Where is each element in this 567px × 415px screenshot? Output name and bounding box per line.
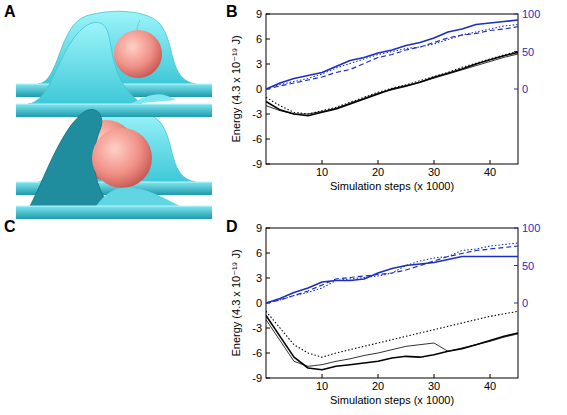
y2-tick bbox=[514, 89, 518, 90]
y2-tick-label: 0 bbox=[522, 83, 528, 95]
y-tick bbox=[266, 278, 270, 279]
plot-frame bbox=[266, 228, 518, 378]
membrane-wrap bbox=[96, 188, 180, 206]
panel-letter: D bbox=[226, 218, 238, 235]
figure: ABCD10203040-9-6-30369050100Simulation s… bbox=[0, 0, 567, 415]
series-line bbox=[266, 320, 518, 367]
x-tick-label: 10 bbox=[316, 166, 328, 178]
y2-tick bbox=[514, 265, 518, 266]
x-tick bbox=[322, 160, 323, 164]
y-tick bbox=[266, 353, 270, 354]
x-tick-label: 30 bbox=[428, 380, 440, 392]
series-line bbox=[266, 246, 518, 303]
series-line bbox=[266, 52, 518, 115]
chart: 10 20 30 40 -9 -6 -3 0 3 6 9 0 50 100 Simulation steps… bbox=[230, 8, 540, 192]
y-tick-label: -6 bbox=[252, 133, 262, 145]
y2-tick-label: 50 bbox=[522, 46, 534, 58]
membrane-slab bbox=[16, 104, 212, 117]
y-tick bbox=[266, 378, 270, 379]
y-tick-label: 3 bbox=[256, 58, 262, 70]
y-tick-label: 0 bbox=[256, 297, 262, 309]
x-tick-label: 20 bbox=[372, 380, 384, 392]
membrane-slab bbox=[16, 206, 212, 219]
y-tick bbox=[266, 228, 270, 229]
series-group bbox=[266, 20, 518, 116]
series-line bbox=[266, 243, 518, 303]
panel-letter: A bbox=[4, 3, 16, 20]
x-tick-label: 20 bbox=[372, 166, 384, 178]
x-axis-title: Simulation steps (x 1000) bbox=[330, 394, 454, 406]
y2-tick-label: 50 bbox=[522, 260, 534, 272]
series-line bbox=[266, 52, 518, 115]
membrane-edge bbox=[16, 206, 212, 207]
y-axis-title: Energy (4.3 x 10⁻¹⁹ J) bbox=[230, 35, 242, 142]
y2-tick bbox=[514, 14, 518, 15]
x-tick bbox=[322, 374, 323, 378]
y-tick-label: 9 bbox=[256, 8, 262, 20]
particle bbox=[114, 30, 162, 78]
y-tick bbox=[266, 253, 270, 254]
membrane-edge bbox=[16, 104, 212, 105]
x-tick bbox=[378, 374, 379, 378]
y-tick-label: -9 bbox=[252, 158, 262, 170]
x-tick-label: 40 bbox=[484, 166, 496, 178]
y2-tick-label: 100 bbox=[522, 222, 540, 234]
y-tick-label: -6 bbox=[252, 347, 262, 359]
x-tick-label: 30 bbox=[428, 166, 440, 178]
y-tick-label: -3 bbox=[252, 108, 262, 120]
particle bbox=[92, 128, 152, 188]
panel-letter: C bbox=[4, 218, 16, 235]
y-tick bbox=[266, 64, 270, 65]
y-tick-label: 3 bbox=[256, 272, 262, 284]
x-tick bbox=[378, 160, 379, 164]
y-tick-label: 6 bbox=[256, 247, 262, 259]
y-tick bbox=[266, 114, 270, 115]
y2-tick-label: 0 bbox=[522, 297, 528, 309]
y-tick-label: -3 bbox=[252, 322, 262, 334]
series-line bbox=[266, 257, 518, 304]
y-tick-label: -9 bbox=[252, 372, 262, 384]
x-tick-label: 10 bbox=[316, 380, 328, 392]
x-axis-title: Simulation steps (x 1000) bbox=[330, 180, 454, 192]
series-group bbox=[266, 243, 518, 370]
series-line bbox=[266, 316, 518, 370]
y-tick bbox=[266, 139, 270, 140]
x-tick-label: 40 bbox=[484, 380, 496, 392]
x-tick bbox=[490, 374, 491, 378]
panel-letter: B bbox=[226, 3, 238, 20]
x-tick bbox=[490, 160, 491, 164]
membrane-ripple bbox=[130, 94, 176, 104]
y-tick-label: 9 bbox=[256, 222, 262, 234]
plot-frame bbox=[266, 14, 518, 164]
y-tick bbox=[266, 39, 270, 40]
y-tick bbox=[266, 164, 270, 165]
chart: 10 20 30 40 -9 -6 -3 0 3 6 9 0 50 100 Simulation steps… bbox=[230, 222, 540, 406]
x-tick bbox=[434, 160, 435, 164]
y2-tick bbox=[514, 303, 518, 304]
series-line bbox=[266, 20, 518, 89]
y-tick bbox=[266, 14, 270, 15]
y-tick bbox=[266, 328, 270, 329]
y-axis-title: Energy (4.3 x 10⁻¹⁹ J) bbox=[230, 249, 242, 356]
series-line bbox=[266, 27, 518, 89]
y2-tick bbox=[514, 228, 518, 229]
series-line bbox=[266, 25, 518, 90]
series-line bbox=[266, 54, 518, 114]
y-tick-label: 0 bbox=[256, 83, 262, 95]
y2-tick-label: 100 bbox=[522, 8, 540, 20]
y-tick-label: 6 bbox=[256, 33, 262, 45]
x-tick bbox=[434, 374, 435, 378]
series-line bbox=[266, 311, 518, 357]
